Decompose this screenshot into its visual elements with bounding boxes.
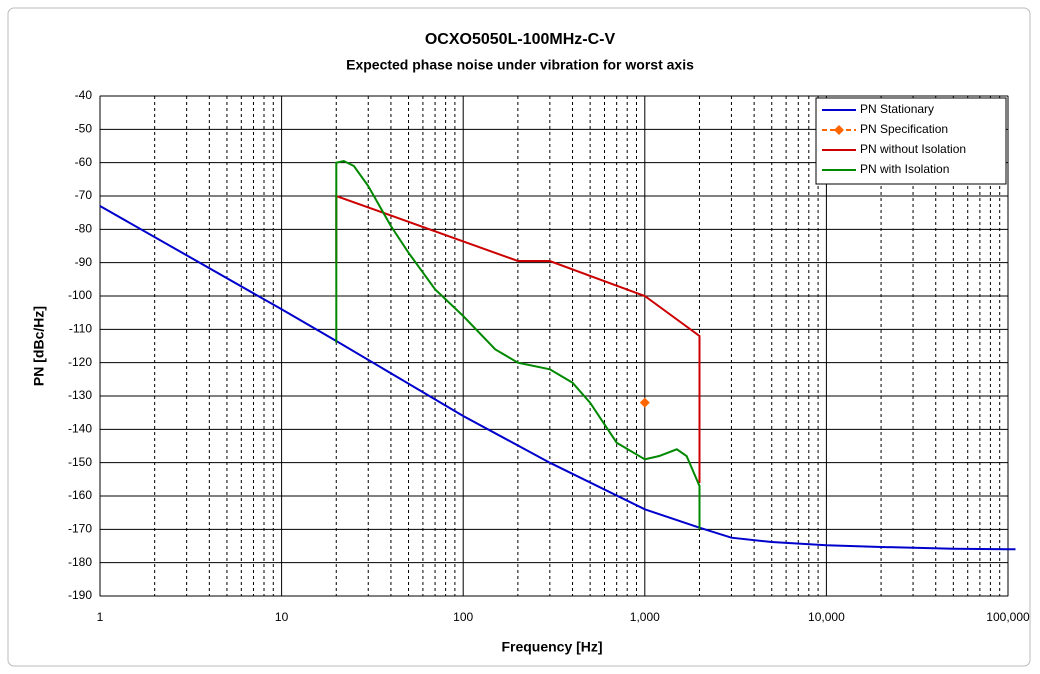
x-tick-label: 100,000 <box>986 610 1030 624</box>
x-tick-label: 1,000 <box>630 610 660 624</box>
legend-label: PN with Isolation <box>860 162 949 176</box>
y-tick-label: -100 <box>68 288 92 302</box>
y-axis-label: PN [dBc/Hz] <box>31 306 47 386</box>
y-tick-label: -60 <box>75 155 93 169</box>
y-tick-label: -50 <box>75 122 93 136</box>
y-tick-label: -40 <box>75 88 93 102</box>
x-axis-label: Frequency [Hz] <box>501 639 602 655</box>
y-tick-label: -150 <box>68 455 92 469</box>
legend-label: PN Specification <box>860 122 948 136</box>
x-tick-label: 10 <box>275 610 289 624</box>
data-point <box>639 397 650 408</box>
series-line <box>335 159 701 530</box>
chart-title: OCXO5050L-100MHz-C-V <box>425 31 616 48</box>
chart-subtitle: Expected phase noise under vibration for… <box>346 57 694 73</box>
x-tick-label: 100 <box>453 610 473 624</box>
x-tick-label: 1 <box>97 610 104 624</box>
y-tick-label: -170 <box>68 522 92 536</box>
y-tick-label: -190 <box>68 588 92 602</box>
y-tick-label: -140 <box>68 422 92 436</box>
y-tick-label: -80 <box>75 222 93 236</box>
y-tick-label: -160 <box>68 488 92 502</box>
y-tick-label: -70 <box>75 188 93 202</box>
y-tick-label: -120 <box>68 355 92 369</box>
y-tick-label: -90 <box>75 255 93 269</box>
y-tick-label: -180 <box>68 555 92 569</box>
legend-label: PN Stationary <box>860 102 934 116</box>
legend-label: PN without Isolation <box>860 142 966 156</box>
series-line <box>99 205 1016 551</box>
y-tick-label: -110 <box>69 322 92 336</box>
legend-marker <box>834 125 844 135</box>
y-tick-label: -130 <box>68 388 92 402</box>
x-tick-label: 10,000 <box>808 610 845 624</box>
